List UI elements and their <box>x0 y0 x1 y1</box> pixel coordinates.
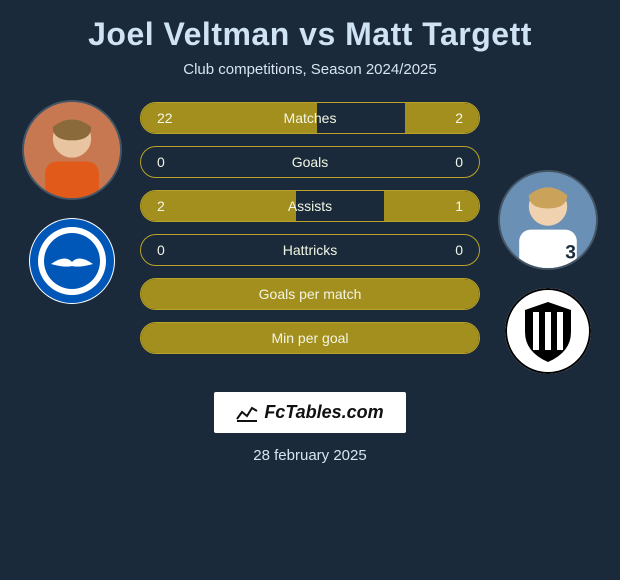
stat-label: Goals <box>292 154 329 170</box>
bar-right <box>405 103 479 133</box>
stat-label: Hattricks <box>283 242 337 258</box>
stat-row-hattricks: 0 Hattricks 0 <box>140 234 480 266</box>
stat-right-value: 0 <box>455 154 463 170</box>
title-player1: Joel Veltman <box>88 16 290 52</box>
stat-right-value: 2 <box>455 110 463 126</box>
club-crest-icon <box>29 218 115 304</box>
stat-row-assists: 2 Assists 1 <box>140 190 480 222</box>
stat-label: Goals per match <box>259 286 362 302</box>
stat-left-value: 0 <box>157 154 165 170</box>
chart-icon <box>236 404 258 422</box>
watermark-text: FcTables.com <box>264 402 383 423</box>
page-title: Joel Veltman vs Matt Targett <box>88 16 532 53</box>
stat-right-value: 1 <box>455 198 463 214</box>
bar-right <box>384 191 479 221</box>
stat-left-value: 22 <box>157 110 173 126</box>
subtitle: Club competitions, Season 2024/2025 <box>183 61 437 78</box>
person-icon: 3 <box>500 170 596 270</box>
jersey-number: 3 <box>565 242 576 263</box>
stat-label: Matches <box>284 110 337 126</box>
stat-left-value: 0 <box>157 242 165 258</box>
stat-row-goals-per-match: Goals per match <box>140 278 480 310</box>
stat-row-min-per-goal: Min per goal <box>140 322 480 354</box>
left-column <box>22 100 122 304</box>
player1-club-badge <box>29 218 115 304</box>
stat-row-matches: 22 Matches 2 <box>140 102 480 134</box>
player1-photo <box>22 100 122 200</box>
main-row: 22 Matches 2 0 Goals 0 2 Assists 1 <box>0 100 620 374</box>
date: 28 february 2025 <box>253 447 366 464</box>
club-crest-icon <box>505 288 591 374</box>
player2-club-badge <box>505 288 591 374</box>
stat-right-value: 0 <box>455 242 463 258</box>
stat-label: Min per goal <box>271 330 348 346</box>
title-player2: Matt Targett <box>345 16 532 52</box>
player2-photo: 3 <box>498 170 598 270</box>
title-vs: vs <box>299 16 336 52</box>
right-column: 3 <box>498 170 598 374</box>
watermark: FcTables.com <box>214 392 405 433</box>
stat-label: Assists <box>288 198 332 214</box>
stat-left-value: 2 <box>157 198 165 214</box>
stats-list: 22 Matches 2 0 Goals 0 2 Assists 1 <box>140 102 480 354</box>
comparison-card: Joel Veltman vs Matt Targett Club compet… <box>0 0 620 474</box>
person-icon <box>24 100 120 200</box>
stat-row-goals: 0 Goals 0 <box>140 146 480 178</box>
